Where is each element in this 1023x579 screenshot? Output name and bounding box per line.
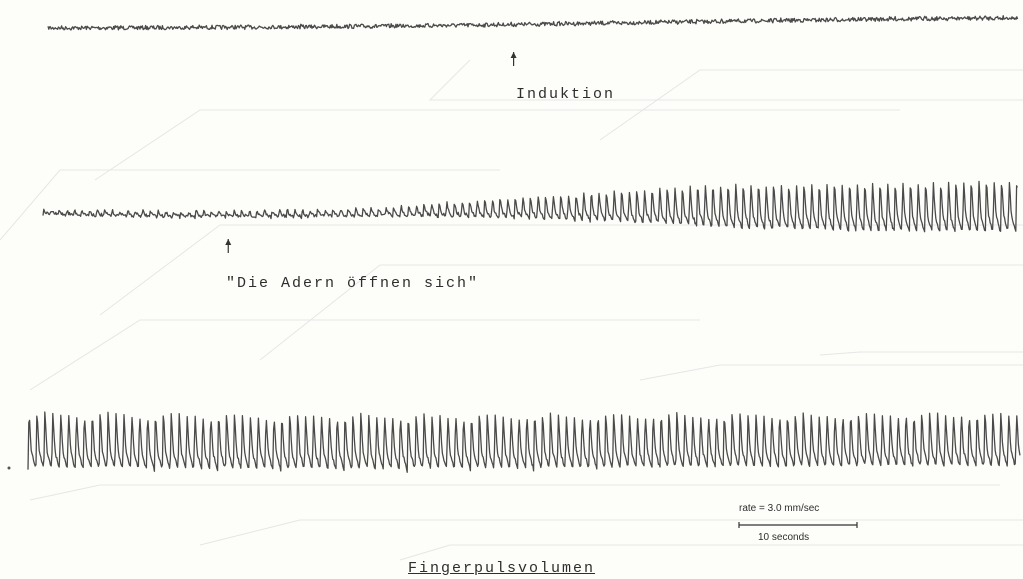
pulse-trace-3: [27, 411, 1021, 473]
ghost-line-5: [29, 319, 700, 391]
ghost-line-1: [94, 109, 900, 181]
chart-title: Fingerpulsvolumen: [408, 560, 596, 577]
veins-open-label: "Die Adern öffnen sich": [226, 275, 480, 292]
scale-duration-text: 10 seconds: [758, 532, 810, 543]
ghost-line-4: [259, 264, 1023, 361]
ghost-line-3: [99, 224, 1023, 316]
ghost-line-8: [199, 519, 1023, 546]
pulse-traces: [27, 15, 1021, 473]
pulse-trace-1: [47, 15, 1019, 31]
marker-arrow-head: [510, 52, 517, 58]
stray-dot: [7, 466, 11, 470]
marker-arrow-head: [225, 239, 232, 245]
event-markers: [225, 52, 517, 253]
ghost-line-10: [599, 69, 1023, 141]
background-ghost-lines: [0, 59, 1023, 561]
ghost-line-9: [399, 544, 1023, 561]
scale-bar: [7, 466, 858, 528]
ghost-line-2: [428, 59, 1023, 101]
ghost-line-7: [29, 484, 1000, 501]
pulse-trace-2: [42, 180, 1018, 233]
ghost-line-12: [819, 351, 1023, 356]
event-marker-arrow-1: [510, 52, 517, 66]
ghost-line-6: [639, 364, 1023, 381]
induction-label: Induktion: [516, 86, 616, 103]
scale-rate-text: rate = 3.0 mm/sec: [739, 503, 820, 514]
ghost-line-11: [0, 169, 500, 241]
event-marker-arrow-2: [225, 239, 232, 253]
